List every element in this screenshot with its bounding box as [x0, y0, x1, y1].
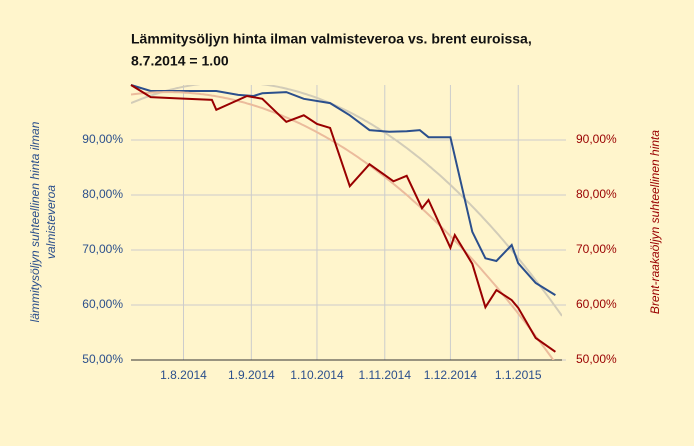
x-tick-label: 1.11.2014 — [359, 368, 412, 382]
x-tick-label: 1.10.2014 — [290, 368, 344, 382]
y-axis-label: lämmitysöljyn suhteellinen hinta ilman — [28, 121, 42, 322]
series-line — [130, 84, 556, 353]
chart-title: Lämmitysöljyn hinta ilman valmisteveroa … — [131, 31, 532, 47]
series-line — [130, 84, 556, 296]
trend-line — [131, 85, 562, 317]
y2-tick-label: 70,00% — [576, 242, 617, 256]
y-tick-label: 50,00% — [82, 352, 123, 366]
chart-title: 8.7.2014 = 1.00 — [131, 53, 229, 69]
y2-tick-label: 80,00% — [576, 187, 617, 201]
y2-tick-label: 90,00% — [576, 132, 617, 146]
y2-tick-label: 60,00% — [576, 297, 617, 311]
grid — [131, 85, 562, 361]
x-tick-label: 1.8.2014 — [160, 368, 207, 382]
x-tick-label: 1.1.2015 — [495, 368, 542, 382]
trend-line — [131, 91, 555, 360]
y2-axis-label: Brent-raakaöljyn suhteellinen hinta — [648, 130, 662, 314]
y-tick-label: 90,00% — [82, 132, 123, 146]
y-tick-label: 60,00% — [82, 297, 123, 311]
x-tick-label: 1.12.2014 — [424, 368, 478, 382]
x-tick-label: 1.9.2014 — [228, 368, 275, 382]
y2-tick-label: 50,00% — [576, 352, 617, 366]
y-tick-label: 70,00% — [82, 242, 123, 256]
y-axis-label: valmisteveroa — [44, 185, 58, 259]
y-tick-label: 80,00% — [82, 187, 123, 201]
